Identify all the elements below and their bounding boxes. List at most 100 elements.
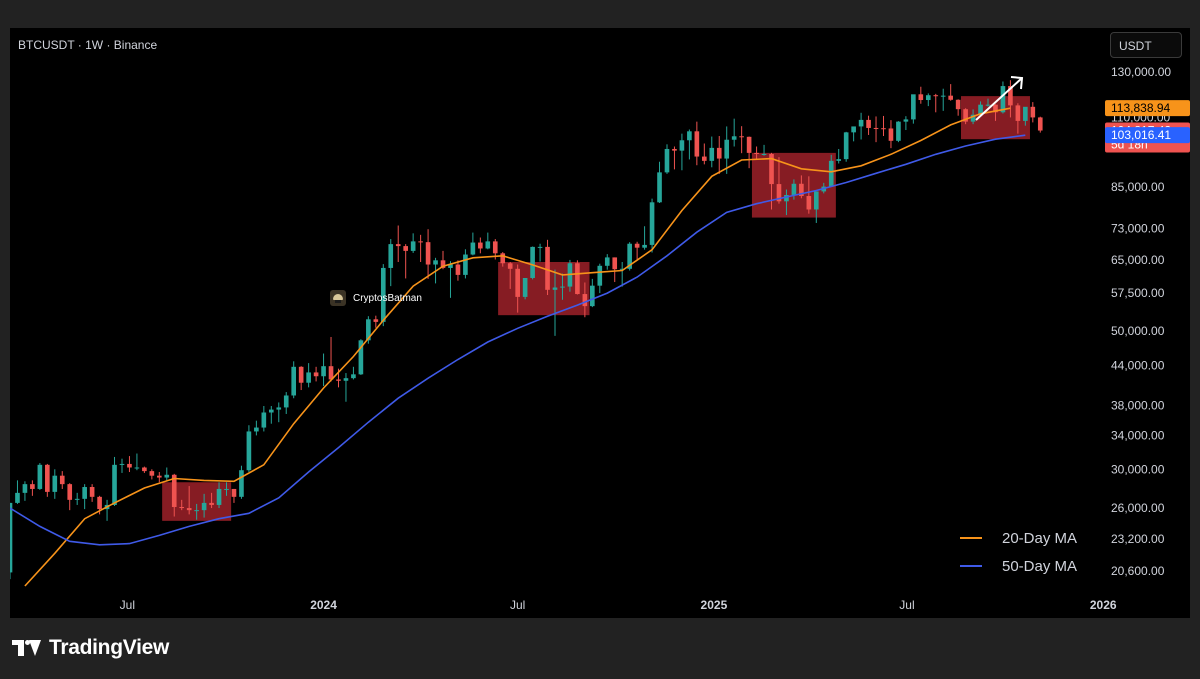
candle-body [410, 241, 416, 251]
candle-body [858, 119, 864, 127]
legend-swatch-ma20 [960, 537, 982, 539]
candle-body [687, 131, 692, 141]
x-tick-label: 2025 [701, 598, 728, 612]
candle-body [164, 474, 170, 478]
candle-body [239, 470, 244, 497]
candle-body [627, 243, 632, 269]
candle-body [336, 379, 341, 381]
candle-body [485, 241, 491, 249]
price-chart[interactable]: 130,000.00110,000.0085,000.0073,000.0065… [10, 28, 1190, 618]
candle-body [702, 156, 707, 161]
candle-body [261, 412, 267, 428]
candle-body [433, 260, 438, 265]
candle-body [1030, 106, 1036, 118]
legend-label-ma20: 20-Day MA [1002, 529, 1078, 547]
x-tick-label: 2026 [1090, 598, 1117, 612]
y-tick-label: 85,000.00 [1111, 180, 1165, 194]
candle-body [791, 183, 797, 196]
legend-label-ma50: 50-Day MA [1002, 557, 1078, 575]
candle-body [45, 464, 50, 492]
candle-body [813, 191, 819, 210]
candle-body [254, 427, 259, 432]
price-tag [1105, 100, 1190, 117]
candle-body [52, 475, 58, 492]
candle-body [440, 260, 446, 268]
candle-body [30, 484, 35, 489]
candle-body [776, 184, 782, 202]
candle-body [522, 277, 528, 297]
candle-body [970, 114, 976, 122]
candle-body [388, 244, 394, 268]
candle-body [881, 128, 886, 130]
candle-body [619, 268, 625, 270]
candle-body [500, 253, 506, 264]
candle-body [866, 119, 871, 128]
candle-body [664, 148, 670, 173]
candle-body [903, 119, 909, 122]
candle-body [358, 340, 364, 375]
candle-body [418, 241, 423, 243]
candle-body [134, 467, 140, 469]
candle-body [679, 140, 685, 151]
candle-body [395, 244, 401, 247]
candle-body [10, 502, 13, 573]
candle-body [545, 246, 550, 290]
candle-body [843, 132, 849, 160]
candle-body [612, 257, 618, 270]
candle-body [582, 294, 588, 307]
candle-body [179, 507, 185, 509]
candle-body [575, 263, 580, 295]
candle-body [731, 136, 737, 140]
candle-body [597, 265, 603, 286]
candle-body [1008, 86, 1013, 106]
chart-area[interactable]: 130,000.00 110,000.00 85,000.00 73,000.00 65… [10, 28, 1190, 618]
candle-body [963, 109, 968, 122]
candle-body [216, 488, 222, 505]
candle-body [15, 492, 20, 503]
candle-body [739, 136, 744, 138]
x-tick-label: 2024 [310, 598, 337, 612]
candle-body [142, 467, 147, 472]
candle-body [67, 484, 73, 500]
y-tick-label: 23,200.00 [1111, 532, 1165, 546]
currency-selector[interactable]: USDT [1110, 32, 1182, 58]
candle-body [911, 94, 916, 120]
y-tick-label: 20,600.00 [1111, 564, 1165, 578]
candle-body [806, 195, 812, 210]
candle-body [888, 128, 894, 141]
candle-body [283, 395, 289, 408]
candle-body [560, 286, 565, 288]
trend-arrow-line [975, 77, 1023, 121]
candle-body [119, 463, 125, 465]
y-tick-label: 30,000.00 [1111, 462, 1165, 476]
tradingview-logo[interactable]: TradingView [12, 636, 169, 660]
candle-body [515, 268, 520, 297]
candle-body [231, 488, 237, 497]
candle-body [403, 246, 408, 251]
price-tag-label: 113,838.94 [1111, 101, 1170, 115]
candle-body [993, 104, 998, 113]
candle-body [761, 154, 767, 156]
candle-body [343, 378, 349, 381]
candle-body [37, 464, 43, 489]
candle-body [1015, 105, 1021, 121]
candle-body [97, 496, 102, 510]
candle-body [1000, 86, 1006, 113]
candle-body [74, 498, 80, 500]
candle-body [268, 409, 274, 413]
batman-avatar-icon [330, 290, 346, 306]
candle-body [672, 148, 677, 151]
candle-body [127, 463, 132, 468]
tradingview-mark-icon [12, 638, 42, 658]
candle-body [530, 246, 535, 278]
y-tick-label: 57,500.00 [1111, 286, 1165, 300]
candle-body [851, 126, 856, 133]
candle-body [709, 147, 715, 161]
candle-body [784, 195, 789, 202]
y-tick-label: 130,000.00 [1111, 65, 1171, 79]
candle-body [754, 152, 759, 155]
candle-body [328, 366, 334, 380]
candle-body [634, 243, 640, 248]
author-watermark: CryptosBatman [330, 290, 422, 306]
candle-body [89, 487, 95, 497]
